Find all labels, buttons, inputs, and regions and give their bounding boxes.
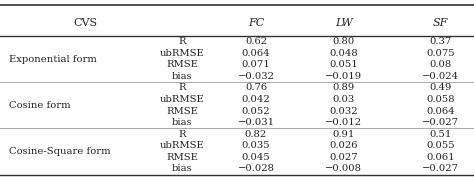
Text: −0.032: −0.032 <box>237 72 274 81</box>
Text: ubRMSE: ubRMSE <box>160 49 205 58</box>
Text: 0.49: 0.49 <box>429 84 452 93</box>
Text: 0.91: 0.91 <box>332 130 355 139</box>
Text: bias: bias <box>172 72 193 81</box>
Text: 0.055: 0.055 <box>427 141 455 150</box>
Text: FC: FC <box>248 17 264 28</box>
Text: −0.008: −0.008 <box>325 164 362 173</box>
Text: Exponential form: Exponential form <box>9 55 97 64</box>
Text: 0.37: 0.37 <box>430 37 452 46</box>
Text: RMSE: RMSE <box>166 60 199 69</box>
Text: 0.82: 0.82 <box>245 130 267 139</box>
Text: 0.061: 0.061 <box>427 153 455 162</box>
Text: 0.032: 0.032 <box>329 107 358 116</box>
Text: Cosine form: Cosine form <box>9 101 71 110</box>
Text: 0.075: 0.075 <box>427 49 455 58</box>
Text: −0.024: −0.024 <box>422 72 459 81</box>
Text: Cosine-Square form: Cosine-Square form <box>9 147 111 156</box>
Text: −0.028: −0.028 <box>237 164 274 173</box>
Text: 0.89: 0.89 <box>333 84 355 93</box>
Text: 0.064: 0.064 <box>427 107 455 116</box>
Text: 0.76: 0.76 <box>245 84 267 93</box>
Text: bias: bias <box>172 164 193 173</box>
Text: RMSE: RMSE <box>166 153 199 162</box>
Text: 0.064: 0.064 <box>242 49 270 58</box>
Text: −0.031: −0.031 <box>237 118 274 127</box>
Text: ubRMSE: ubRMSE <box>160 95 205 104</box>
Text: 0.08: 0.08 <box>430 60 452 69</box>
Text: 0.027: 0.027 <box>329 153 358 162</box>
Text: 0.058: 0.058 <box>427 95 455 104</box>
Text: 0.03: 0.03 <box>333 95 355 104</box>
Text: 0.80: 0.80 <box>333 37 355 46</box>
Text: CVS: CVS <box>73 17 97 28</box>
Text: ubRMSE: ubRMSE <box>160 141 205 150</box>
Text: 0.051: 0.051 <box>329 60 358 69</box>
Text: SF: SF <box>433 17 448 28</box>
Text: 0.052: 0.052 <box>242 107 270 116</box>
Text: −0.027: −0.027 <box>422 164 459 173</box>
Text: 0.62: 0.62 <box>245 37 267 46</box>
Text: bias: bias <box>172 118 193 127</box>
Text: 0.026: 0.026 <box>329 141 358 150</box>
Text: 0.51: 0.51 <box>429 130 452 139</box>
Text: R: R <box>179 84 186 93</box>
Text: −0.012: −0.012 <box>325 118 362 127</box>
Text: 0.071: 0.071 <box>242 60 270 69</box>
Text: LW: LW <box>335 17 353 28</box>
Text: 0.042: 0.042 <box>242 95 270 104</box>
Text: 0.045: 0.045 <box>242 153 270 162</box>
Text: R: R <box>179 130 186 139</box>
Text: R: R <box>179 37 186 46</box>
Text: 0.048: 0.048 <box>329 49 358 58</box>
Text: 0.035: 0.035 <box>242 141 270 150</box>
Text: −0.019: −0.019 <box>325 72 362 81</box>
Text: −0.027: −0.027 <box>422 118 459 127</box>
Text: RMSE: RMSE <box>166 107 199 116</box>
